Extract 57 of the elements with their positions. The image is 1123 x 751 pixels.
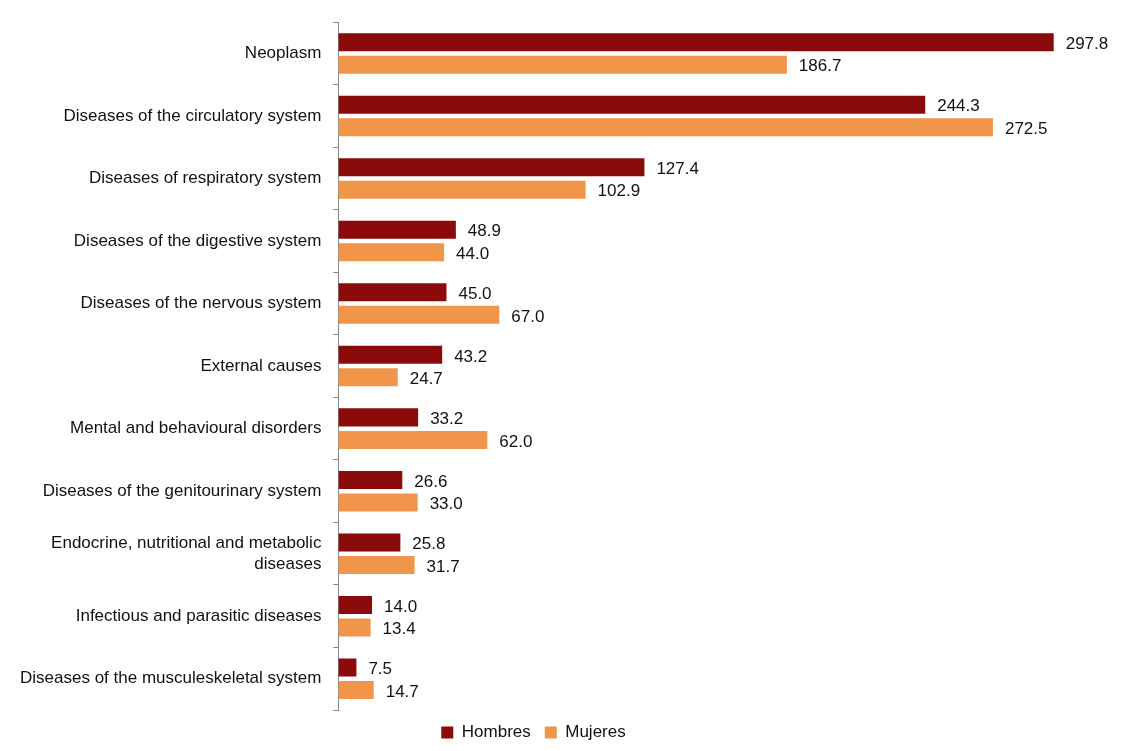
data-label: 186.7 [798,56,842,76]
bar [338,55,787,74]
bar [338,283,447,302]
data-label: 26.6 [414,471,448,491]
data-label: 244.3 [937,96,980,116]
bar [338,158,645,177]
y-tick-label: Diseases of the musculeskeletal system [20,668,322,688]
data-label: 62.0 [499,431,533,451]
data-label: 67.0 [511,306,545,326]
data-label: 24.7 [409,369,443,389]
bar [338,430,488,449]
y-tick-label: Diseases of the genitourinary system [42,480,322,500]
data-label: 33.2 [430,409,464,429]
bar [338,368,398,387]
data-label: 14.7 [385,681,419,701]
bar [338,493,418,512]
bar [338,470,403,489]
y-tick-label: Neoplasm [244,43,322,63]
data-label: 31.7 [426,556,460,576]
bar [338,33,1054,52]
y-tick-label: Endocrine, nutritional and metabolic diseases [51,533,322,573]
y-tick-label: Diseases of the circulatory system [63,105,322,125]
bar [338,95,926,114]
bar [338,180,586,199]
legend-label: Hombres [461,722,531,742]
data-label: 33.0 [429,494,463,514]
data-label: 272.5 [1004,118,1048,138]
bar [338,243,445,262]
data-label: 7.5 [368,659,393,679]
bar [338,533,401,552]
y-tick-label: Mental and behavioural disorders [70,418,322,438]
data-label: 25.8 [412,534,446,554]
data-label: 102.9 [597,181,641,201]
bar [338,595,373,614]
y-tick-label: External causes [200,355,322,375]
bar [338,618,371,637]
bar [338,220,456,239]
bar [338,680,374,699]
data-label: 127.4 [656,158,699,178]
bar [338,305,500,324]
data-label: 14.0 [384,596,418,616]
legend-label: Mujeres [565,722,626,742]
y-tick-label: Diseases of the digestive system [73,230,322,250]
data-label: 45.0 [458,284,492,304]
data-label: 13.4 [382,619,416,639]
bar [338,345,443,364]
y-tick-label: Diseases of respiratory system [89,168,322,188]
data-label: 48.9 [467,221,501,241]
data-label: 44.0 [456,243,490,263]
bar [338,658,357,677]
data-label: 297.8 [1065,33,1109,53]
y-tick-label: Diseases of the nervous system [80,293,322,313]
bar [338,408,419,427]
bar [338,555,415,574]
y-tick-label: Infectious and parasitic diseases [75,605,322,625]
data-label: 43.2 [454,346,488,366]
bar [338,118,993,137]
